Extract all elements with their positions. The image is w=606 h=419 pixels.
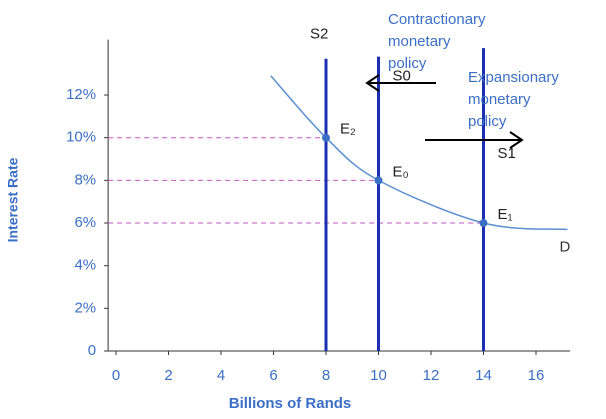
x-axis-label: Billions of Rands — [229, 395, 352, 412]
y-tick-label: 2% — [74, 299, 96, 316]
annotation-text: Expansionary — [468, 69, 559, 86]
supply-label: S1 — [498, 145, 516, 162]
y-tick-label: 12% — [66, 86, 96, 103]
annotation-text: monetary — [468, 91, 531, 108]
supply-label: S2 — [310, 26, 328, 43]
annotation-arrowhead — [365, 74, 380, 92]
x-tick-label: 6 — [269, 367, 277, 384]
annotation-text: policy — [468, 113, 507, 130]
annotation-text: monetary — [388, 33, 451, 50]
y-tick-label: 0 — [88, 342, 96, 359]
equilibrium-point — [479, 219, 488, 228]
x-tick-label: 4 — [217, 367, 225, 384]
supply-label: S0 — [393, 68, 411, 85]
x-tick-label: 0 — [112, 367, 120, 384]
x-tick-label: 2 — [164, 367, 172, 384]
equilibrium-label: E₂ — [340, 121, 356, 138]
y-tick-label: 6% — [74, 214, 96, 231]
y-tick-label: 4% — [74, 257, 96, 274]
equilibrium-point — [322, 133, 330, 142]
annotation-text: policy — [388, 55, 427, 72]
demand-label: D — [560, 238, 571, 255]
equilibrium-label: E₁ — [498, 206, 513, 223]
x-tick-label: 8 — [322, 367, 330, 384]
x-tick-label: 12 — [423, 367, 440, 384]
equilibrium-label: E₀ — [393, 163, 409, 180]
x-tick-label: 16 — [528, 367, 545, 384]
y-tick-label: 10% — [66, 129, 96, 146]
annotation-text: Contractionary — [388, 11, 486, 28]
annotation-arrowhead — [509, 131, 524, 149]
equilibrium-point — [374, 176, 383, 185]
y-axis-label: Interest Rate — [5, 157, 21, 242]
y-tick-label: 8% — [74, 171, 96, 188]
x-tick-label: 14 — [475, 367, 492, 384]
x-tick-label: 10 — [370, 367, 387, 384]
